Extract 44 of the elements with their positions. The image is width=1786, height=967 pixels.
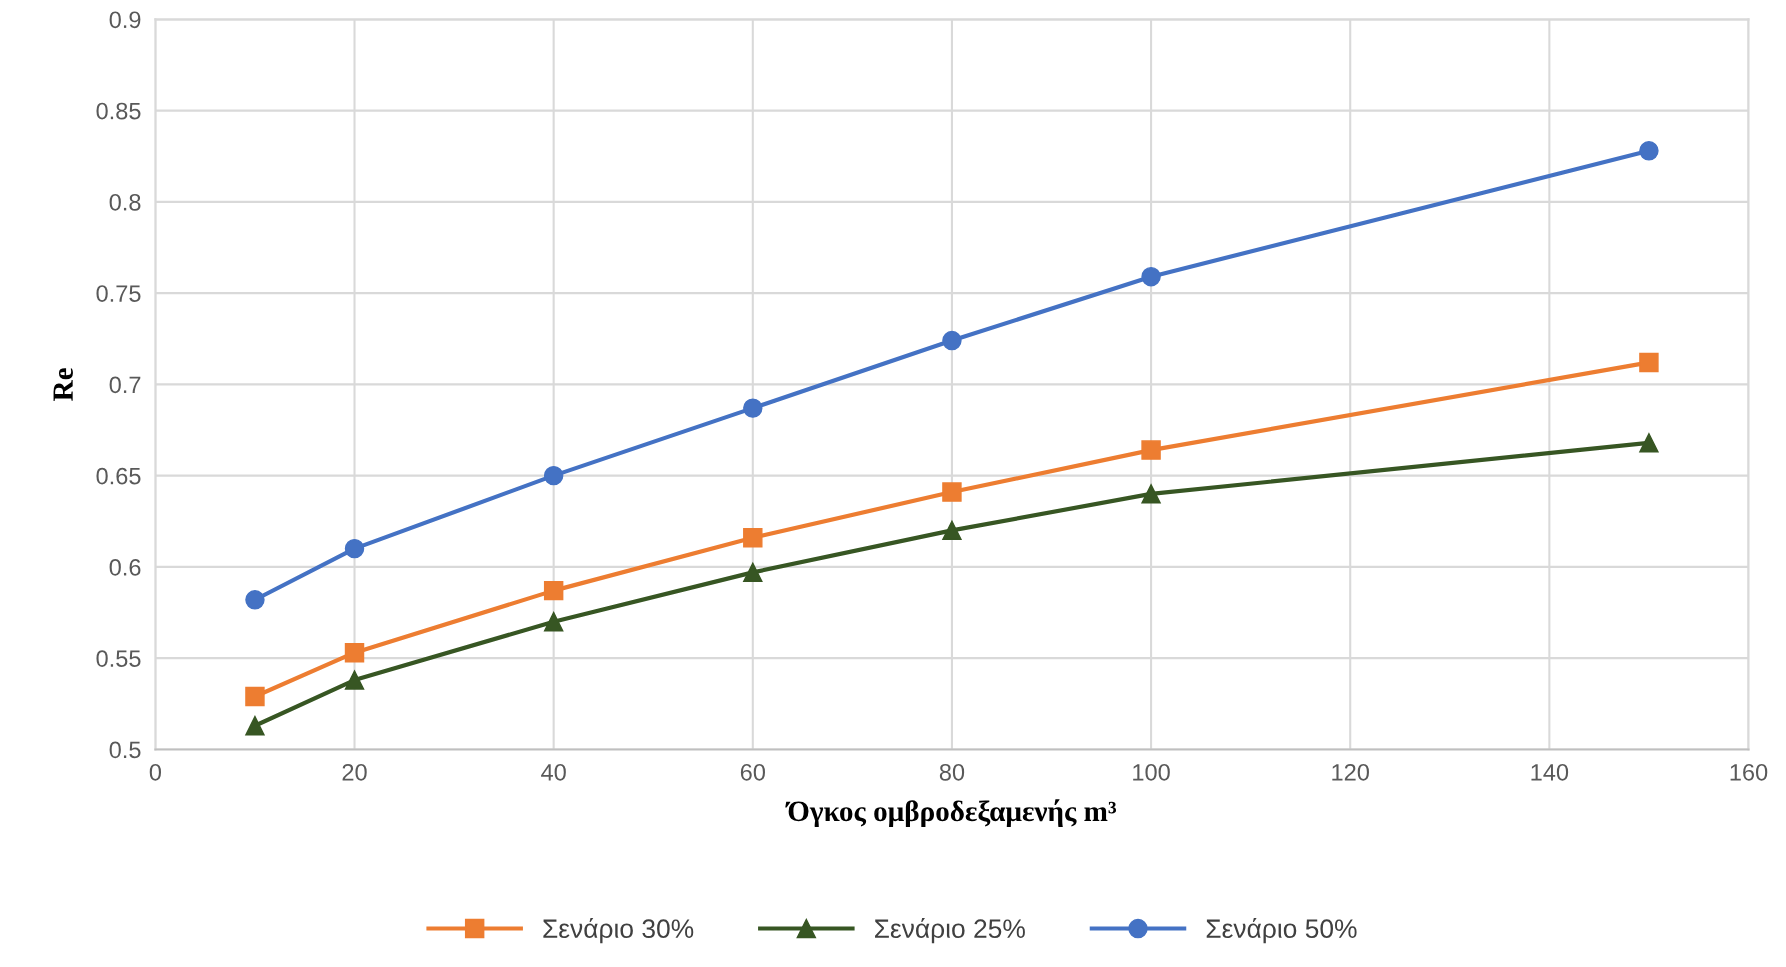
point [245,590,265,610]
x-tick-label: 60 [740,763,766,781]
x-tick-label: 160 [1730,763,1768,781]
x-tick-label: 0 [149,763,162,781]
point [942,482,962,502]
point [543,611,564,632]
x-tick-label: 120 [1332,763,1369,781]
y-tick-label: 0.9 [109,11,141,29]
y-tick-label: 0.85 [96,102,141,120]
x-tick-label: 40 [541,763,566,781]
point [1639,352,1659,373]
point [743,527,763,548]
y-tick-label: 0.75 [96,285,141,302]
y-tick-label: 0.6 [109,558,141,576]
legend-label: Σενάριο 50% [1206,917,1357,944]
y-axis-title: Re [53,368,73,401]
point [1141,484,1161,504]
point [245,715,265,736]
point [245,686,265,707]
x-tick-label: 100 [1133,763,1170,781]
y-tick-label: 0.55 [96,650,141,667]
point [1141,266,1161,287]
y-tick-label: 0.5 [109,741,141,759]
point [1639,433,1659,453]
x-tick-label: 80 [939,763,965,781]
y-tick-label: 0.7 [109,376,141,394]
legend-label: Σενάριο 30% [543,917,694,944]
y-tick-label: 0.8 [109,193,141,211]
y-tick-label: 0.65 [96,467,141,485]
x-axis-title: Όγκος ομβροδεξαμενής m³ [785,799,1117,828]
point [1639,141,1659,161]
point [743,562,763,583]
x-tick-label: 140 [1531,763,1569,781]
point [344,642,365,663]
point [942,330,962,351]
point [543,465,564,486]
point [942,520,962,541]
point [344,538,365,559]
x-tick-label: 20 [342,763,367,781]
point [344,670,365,690]
legend-label: Σενάριο 25% [875,917,1025,944]
point [543,580,564,601]
point [1141,440,1161,460]
point [743,398,763,418]
